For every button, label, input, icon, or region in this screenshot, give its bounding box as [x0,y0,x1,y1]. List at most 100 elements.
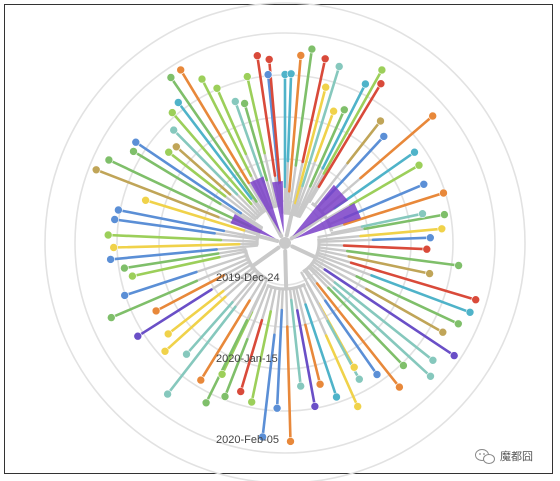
branch-lineage [109,248,218,261]
branch-inner [213,232,259,241]
collapsed-clade [230,214,276,239]
branch-inner [317,227,366,239]
branch-inner [246,284,270,341]
branch-inner [249,197,264,214]
branch-lineage [346,119,382,165]
branch-inner [219,238,259,243]
collapsed-clade [294,203,362,239]
tip-node [399,361,408,370]
wechat-icon [475,449,495,464]
tip-node [437,224,447,234]
branch-lineage [285,325,292,443]
branch-inner [223,194,257,221]
branch-lineage [163,295,227,353]
tip-node [361,79,370,89]
tip-node [163,389,172,399]
tip-node [465,307,475,317]
branch-inner [249,202,262,216]
branch-lineage [106,233,223,242]
branch-lineage [132,150,222,206]
branch-inner [255,200,265,213]
branch-lineage [371,236,432,242]
branch-lineage [332,286,432,378]
root-node [279,237,291,249]
branch-inner [242,229,260,237]
tip-node [329,106,338,116]
tip-node [166,73,176,82]
tip-node [418,209,427,218]
branch-lineage [286,72,293,163]
branch-lineage [314,109,335,162]
tip-node [264,55,274,64]
tip-node [449,351,459,360]
branch-lineage [363,213,446,231]
branch-inner [237,242,259,246]
branch-lineage [123,270,198,297]
clade-stem [289,213,327,241]
tip-node [410,147,419,157]
branch-lineage [287,54,303,193]
time-ring [74,32,496,454]
tip-node [103,230,113,240]
tip-node [376,79,386,88]
tip-node [307,44,317,54]
tip-node [286,69,296,79]
branch-inner [303,269,327,302]
tip-node [164,147,173,157]
branch-lineage [289,298,303,388]
branch-lineage [304,323,322,386]
time-ring [44,2,526,481]
branch-inner [260,285,273,322]
tip-node [163,329,173,339]
branch-inner [304,268,319,285]
tip-node [428,355,438,365]
branch-lineage [349,261,478,302]
branch-inner [248,275,266,302]
tree-branches [94,47,478,443]
tip-node [310,402,320,411]
branch-lineage [321,82,367,170]
branch-inner [269,286,277,313]
branch-lineage [323,268,456,357]
tip-node [160,346,170,356]
branch-inner [308,185,321,204]
branch-lineage [301,57,327,164]
branch-inner [210,263,253,291]
branch-inner [325,203,352,221]
tip-node [236,387,245,396]
tip-node [395,382,404,392]
tip-node [129,147,138,156]
tip-node [104,155,114,165]
branch-lineage [179,68,251,185]
branch-lineage [204,318,249,405]
branch-inner [297,167,324,218]
branch-inner [228,193,258,220]
branch-lineage [169,76,258,203]
branch-lineage [112,242,241,249]
branch-inner [317,234,362,242]
branch-lineage [131,255,221,278]
clade-stem [250,245,281,269]
tip-node [220,392,230,401]
tip-node [471,295,481,305]
collapsed-clade [250,176,281,234]
branch-inner [302,283,328,337]
branch-lineage [317,82,383,188]
branch-lineage [261,333,276,439]
tip-node [91,165,101,175]
tip-node [454,261,463,270]
branch-inner [330,225,364,235]
tip-node [106,255,115,264]
clade-stem [284,211,294,238]
branch-lineage [359,227,444,238]
branch-lineage [267,58,282,184]
branch-lineage [304,303,338,399]
tip-node [128,271,137,281]
branch-inner [222,229,259,239]
tip-node [151,306,161,316]
tip-node [339,105,349,115]
branch-inner [287,164,297,215]
time-label-1: 2019-Dec-24 [216,272,280,284]
branch-lineage [301,65,341,188]
branch-lineage [167,150,227,198]
